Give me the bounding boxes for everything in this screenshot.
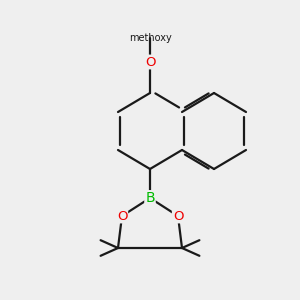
Text: O: O (117, 209, 127, 223)
Text: O: O (145, 56, 155, 68)
Text: O: O (173, 209, 183, 223)
Text: B: B (145, 191, 155, 205)
Text: methoxy: methoxy (129, 33, 171, 43)
